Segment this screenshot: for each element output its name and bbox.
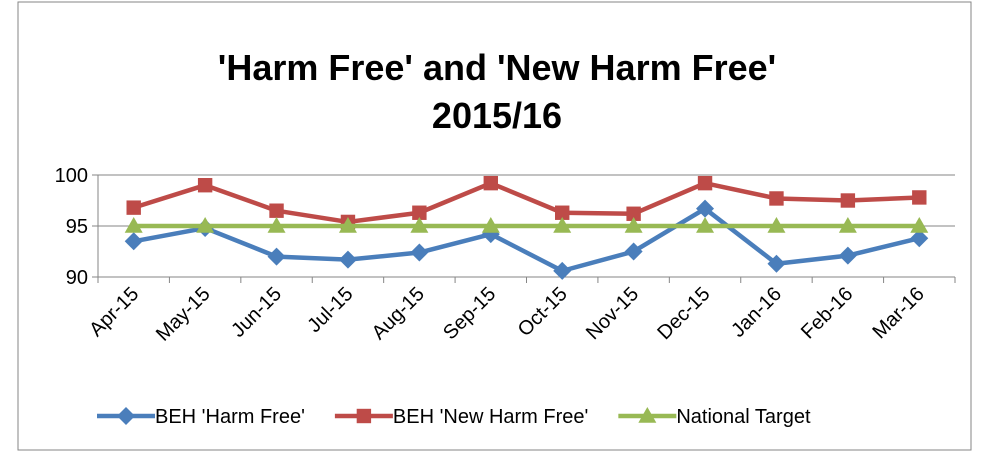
point-marker xyxy=(338,250,357,269)
point-marker xyxy=(553,261,572,280)
point-marker xyxy=(412,205,427,220)
point-marker xyxy=(555,205,570,220)
point-marker xyxy=(638,407,657,423)
point-marker xyxy=(838,246,857,265)
point-marker xyxy=(910,229,929,248)
y-tick-label: 100 xyxy=(55,165,88,187)
point-marker xyxy=(626,206,641,221)
y-tick-label: 95 xyxy=(66,216,88,238)
y-tick-label: 90 xyxy=(66,267,88,289)
point-marker xyxy=(117,407,135,425)
point-marker xyxy=(624,242,643,261)
point-marker xyxy=(767,254,786,273)
point-marker xyxy=(481,217,500,233)
point-marker xyxy=(769,191,784,206)
point-marker xyxy=(840,193,856,208)
point-marker xyxy=(624,217,643,233)
point-marker xyxy=(267,217,286,233)
chart-title: 2015/16 xyxy=(432,95,562,136)
legend-label: BEH 'Harm Free' xyxy=(155,406,305,428)
point-marker xyxy=(126,200,141,215)
point-marker xyxy=(196,217,215,233)
point-marker xyxy=(356,408,372,424)
point-marker xyxy=(269,203,284,218)
point-marker xyxy=(696,199,715,218)
point-marker xyxy=(483,175,498,191)
point-marker xyxy=(553,217,572,233)
point-marker xyxy=(838,217,857,233)
series-line xyxy=(133,206,920,274)
point-marker xyxy=(696,217,715,233)
point-marker xyxy=(124,232,143,251)
point-marker xyxy=(267,247,286,266)
legend-label: National Target xyxy=(676,406,811,428)
point-marker xyxy=(124,217,143,233)
legend-label: BEH 'New Harm Free' xyxy=(393,406,588,428)
chart-title: 'Harm Free' and 'New Harm Free' xyxy=(218,47,776,88)
point-marker xyxy=(767,217,786,233)
series-line xyxy=(133,180,920,225)
point-marker xyxy=(410,243,429,262)
point-marker xyxy=(338,217,357,233)
point-marker xyxy=(697,175,713,191)
point-marker xyxy=(410,217,429,233)
point-marker xyxy=(912,190,927,205)
point-marker xyxy=(910,217,929,233)
point-marker xyxy=(197,178,213,193)
